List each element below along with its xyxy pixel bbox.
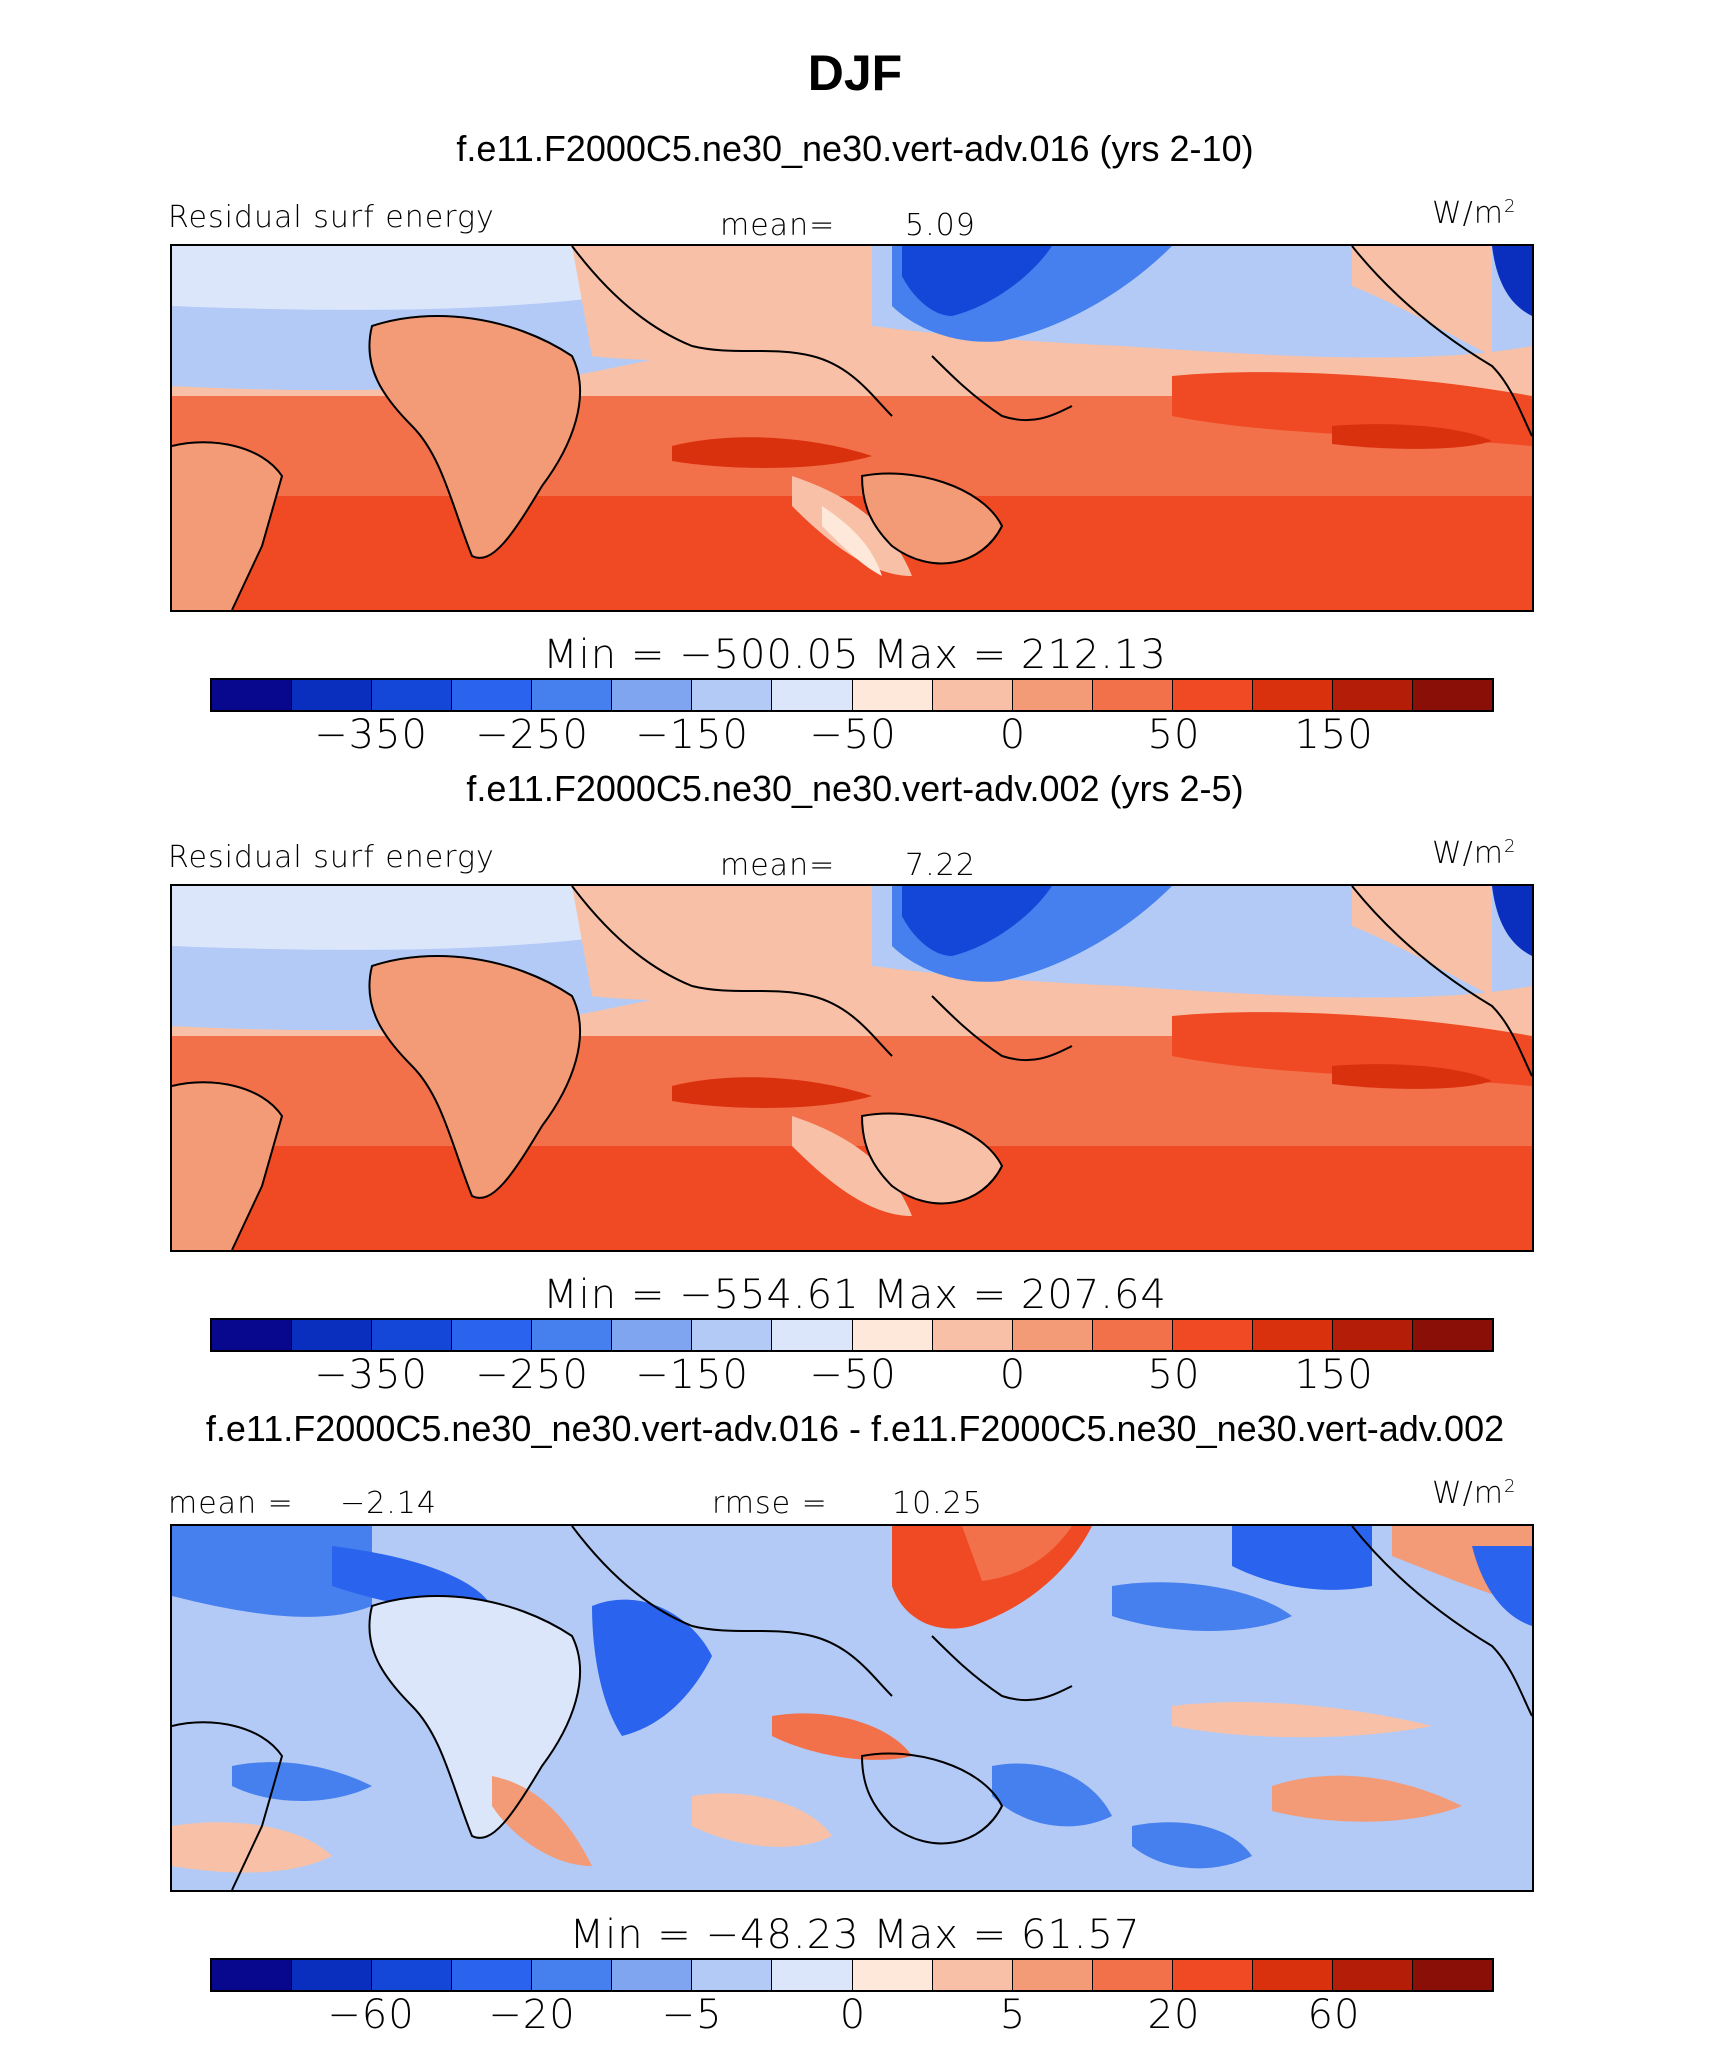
panel-1-tick: 0 xyxy=(999,712,1027,758)
panel-3-tick: 0 xyxy=(839,1992,867,2038)
panel-1-tick: 50 xyxy=(1147,712,1201,758)
panel-2-mean-value: 7.22 xyxy=(905,848,976,883)
panel-2-tick: 50 xyxy=(1147,1352,1201,1398)
panel-3-colorbar xyxy=(210,1958,1494,1992)
panel-3-map xyxy=(170,1524,1534,1892)
panel-1-tick: −350 xyxy=(314,712,428,758)
colorbar-box xyxy=(452,1960,533,1990)
panel-1-title: f.e11.F2000C5.ne30_ne30.vert-adv.016 (yr… xyxy=(456,128,1254,169)
panel-3-field xyxy=(172,1526,1532,1890)
colorbar-box xyxy=(532,1320,613,1350)
panel-3-tick: −60 xyxy=(327,1992,415,2038)
colorbar-box xyxy=(372,1960,453,1990)
panel-3-tick: 5 xyxy=(999,1992,1027,2038)
panel-1-colorbar xyxy=(210,678,1494,712)
colorbar-box xyxy=(1172,680,1253,710)
colorbar-box xyxy=(1012,1320,1093,1350)
colorbar-box xyxy=(772,1320,853,1350)
colorbar-box xyxy=(692,1320,773,1350)
panel-2-variable-label: Residual surf energy xyxy=(168,840,495,875)
panel-2-tick: 0 xyxy=(999,1352,1027,1398)
colorbar-box xyxy=(692,680,773,710)
colorbar-box xyxy=(612,1320,693,1350)
panel-3-rmse-value: 10.25 xyxy=(892,1486,983,1521)
colorbar-box xyxy=(932,680,1013,710)
colorbar-box xyxy=(1252,1960,1333,1990)
panel-2-tick: −150 xyxy=(635,1352,749,1398)
panel-1-map xyxy=(170,244,1534,612)
panel-3-mean-value: −2.14 xyxy=(340,1486,437,1521)
colorbar-box xyxy=(1172,1960,1253,1990)
colorbar-box xyxy=(612,1960,693,1990)
panel-3-rmse-label: rmse = xyxy=(712,1486,828,1521)
panel-1-tick: 150 xyxy=(1294,712,1374,758)
colorbar-box xyxy=(612,680,693,710)
panel-2-title: f.e11.F2000C5.ne30_ne30.vert-adv.002 (yr… xyxy=(466,768,1244,809)
panel-3-mean-label: mean = xyxy=(168,1486,294,1521)
colorbar-box xyxy=(532,680,613,710)
colorbar-box xyxy=(932,1960,1013,1990)
panel-2-tick: 150 xyxy=(1294,1352,1374,1398)
panel-3-title: f.e11.F2000C5.ne30_ne30.vert-adv.016 - f… xyxy=(205,1408,1505,1449)
colorbar-box xyxy=(292,680,373,710)
panel-1-mean-value: 5.09 xyxy=(905,208,976,243)
panel-1-tick: −250 xyxy=(475,712,589,758)
colorbar-box xyxy=(1332,1320,1413,1350)
colorbar-box xyxy=(692,1960,773,1990)
panel-2-mean-label: mean= xyxy=(720,848,836,883)
panel-1-min-max: Min = −500.05 Max = 212.13 xyxy=(543,632,1167,678)
colorbar-box xyxy=(212,1320,293,1350)
colorbar-box xyxy=(1412,680,1492,710)
colorbar-box xyxy=(1012,680,1093,710)
colorbar-box xyxy=(1092,1960,1173,1990)
colorbar-box xyxy=(852,1320,933,1350)
panel-1-tick: −50 xyxy=(809,712,897,758)
panel-2-map xyxy=(170,884,1534,1252)
panel-2-tick: −250 xyxy=(475,1352,589,1398)
colorbar-box xyxy=(212,680,293,710)
colorbar-box xyxy=(372,680,453,710)
panel-3-tick: 20 xyxy=(1147,1992,1201,2038)
panel-3-tick: −20 xyxy=(488,1992,576,2038)
panel-2-tick: −50 xyxy=(809,1352,897,1398)
colorbar-box xyxy=(292,1960,373,1990)
panel-2-colorbar xyxy=(210,1318,1494,1352)
colorbar-box xyxy=(932,1320,1013,1350)
panel-1-field xyxy=(172,246,1532,610)
colorbar-box xyxy=(292,1320,373,1350)
panel-2-field xyxy=(172,886,1532,1250)
panel-3-tick: 60 xyxy=(1307,1992,1361,2038)
colorbar-box xyxy=(212,1960,293,1990)
panel-2-tick: −350 xyxy=(314,1352,428,1398)
colorbar-box xyxy=(532,1960,613,1990)
colorbar-box xyxy=(852,680,933,710)
colorbar-box xyxy=(1012,1960,1093,1990)
panel-1-units: W/m2 xyxy=(1432,196,1517,231)
panel-2-min-max: Min = −554.61 Max = 207.64 xyxy=(543,1272,1167,1318)
colorbar-box xyxy=(772,1960,853,1990)
colorbar-box xyxy=(1332,680,1413,710)
panel-1-variable-label: Residual surf energy xyxy=(168,200,495,235)
colorbar-box xyxy=(1252,680,1333,710)
colorbar-box xyxy=(1332,1960,1413,1990)
colorbar-box xyxy=(372,1320,453,1350)
colorbar-box xyxy=(1092,680,1173,710)
panel-1-tick: −150 xyxy=(635,712,749,758)
colorbar-box xyxy=(1172,1320,1253,1350)
panel-2-units: W/m2 xyxy=(1432,836,1517,871)
panel-3-units: W/m2 xyxy=(1432,1476,1517,1511)
panel-3-min-max: Min = −48.23 Max = 61.57 xyxy=(569,1912,1141,1958)
panel-3-tick: −5 xyxy=(661,1992,723,2038)
colorbar-box xyxy=(452,1320,533,1350)
colorbar-box xyxy=(1252,1320,1333,1350)
colorbar-box xyxy=(1092,1320,1173,1350)
panel-1-mean-label: mean= xyxy=(720,208,836,243)
colorbar-box xyxy=(1412,1960,1492,1990)
colorbar-box xyxy=(452,680,533,710)
colorbar-box xyxy=(772,680,853,710)
figure-title: DJF xyxy=(807,45,903,101)
colorbar-box xyxy=(1412,1320,1492,1350)
colorbar-box xyxy=(852,1960,933,1990)
